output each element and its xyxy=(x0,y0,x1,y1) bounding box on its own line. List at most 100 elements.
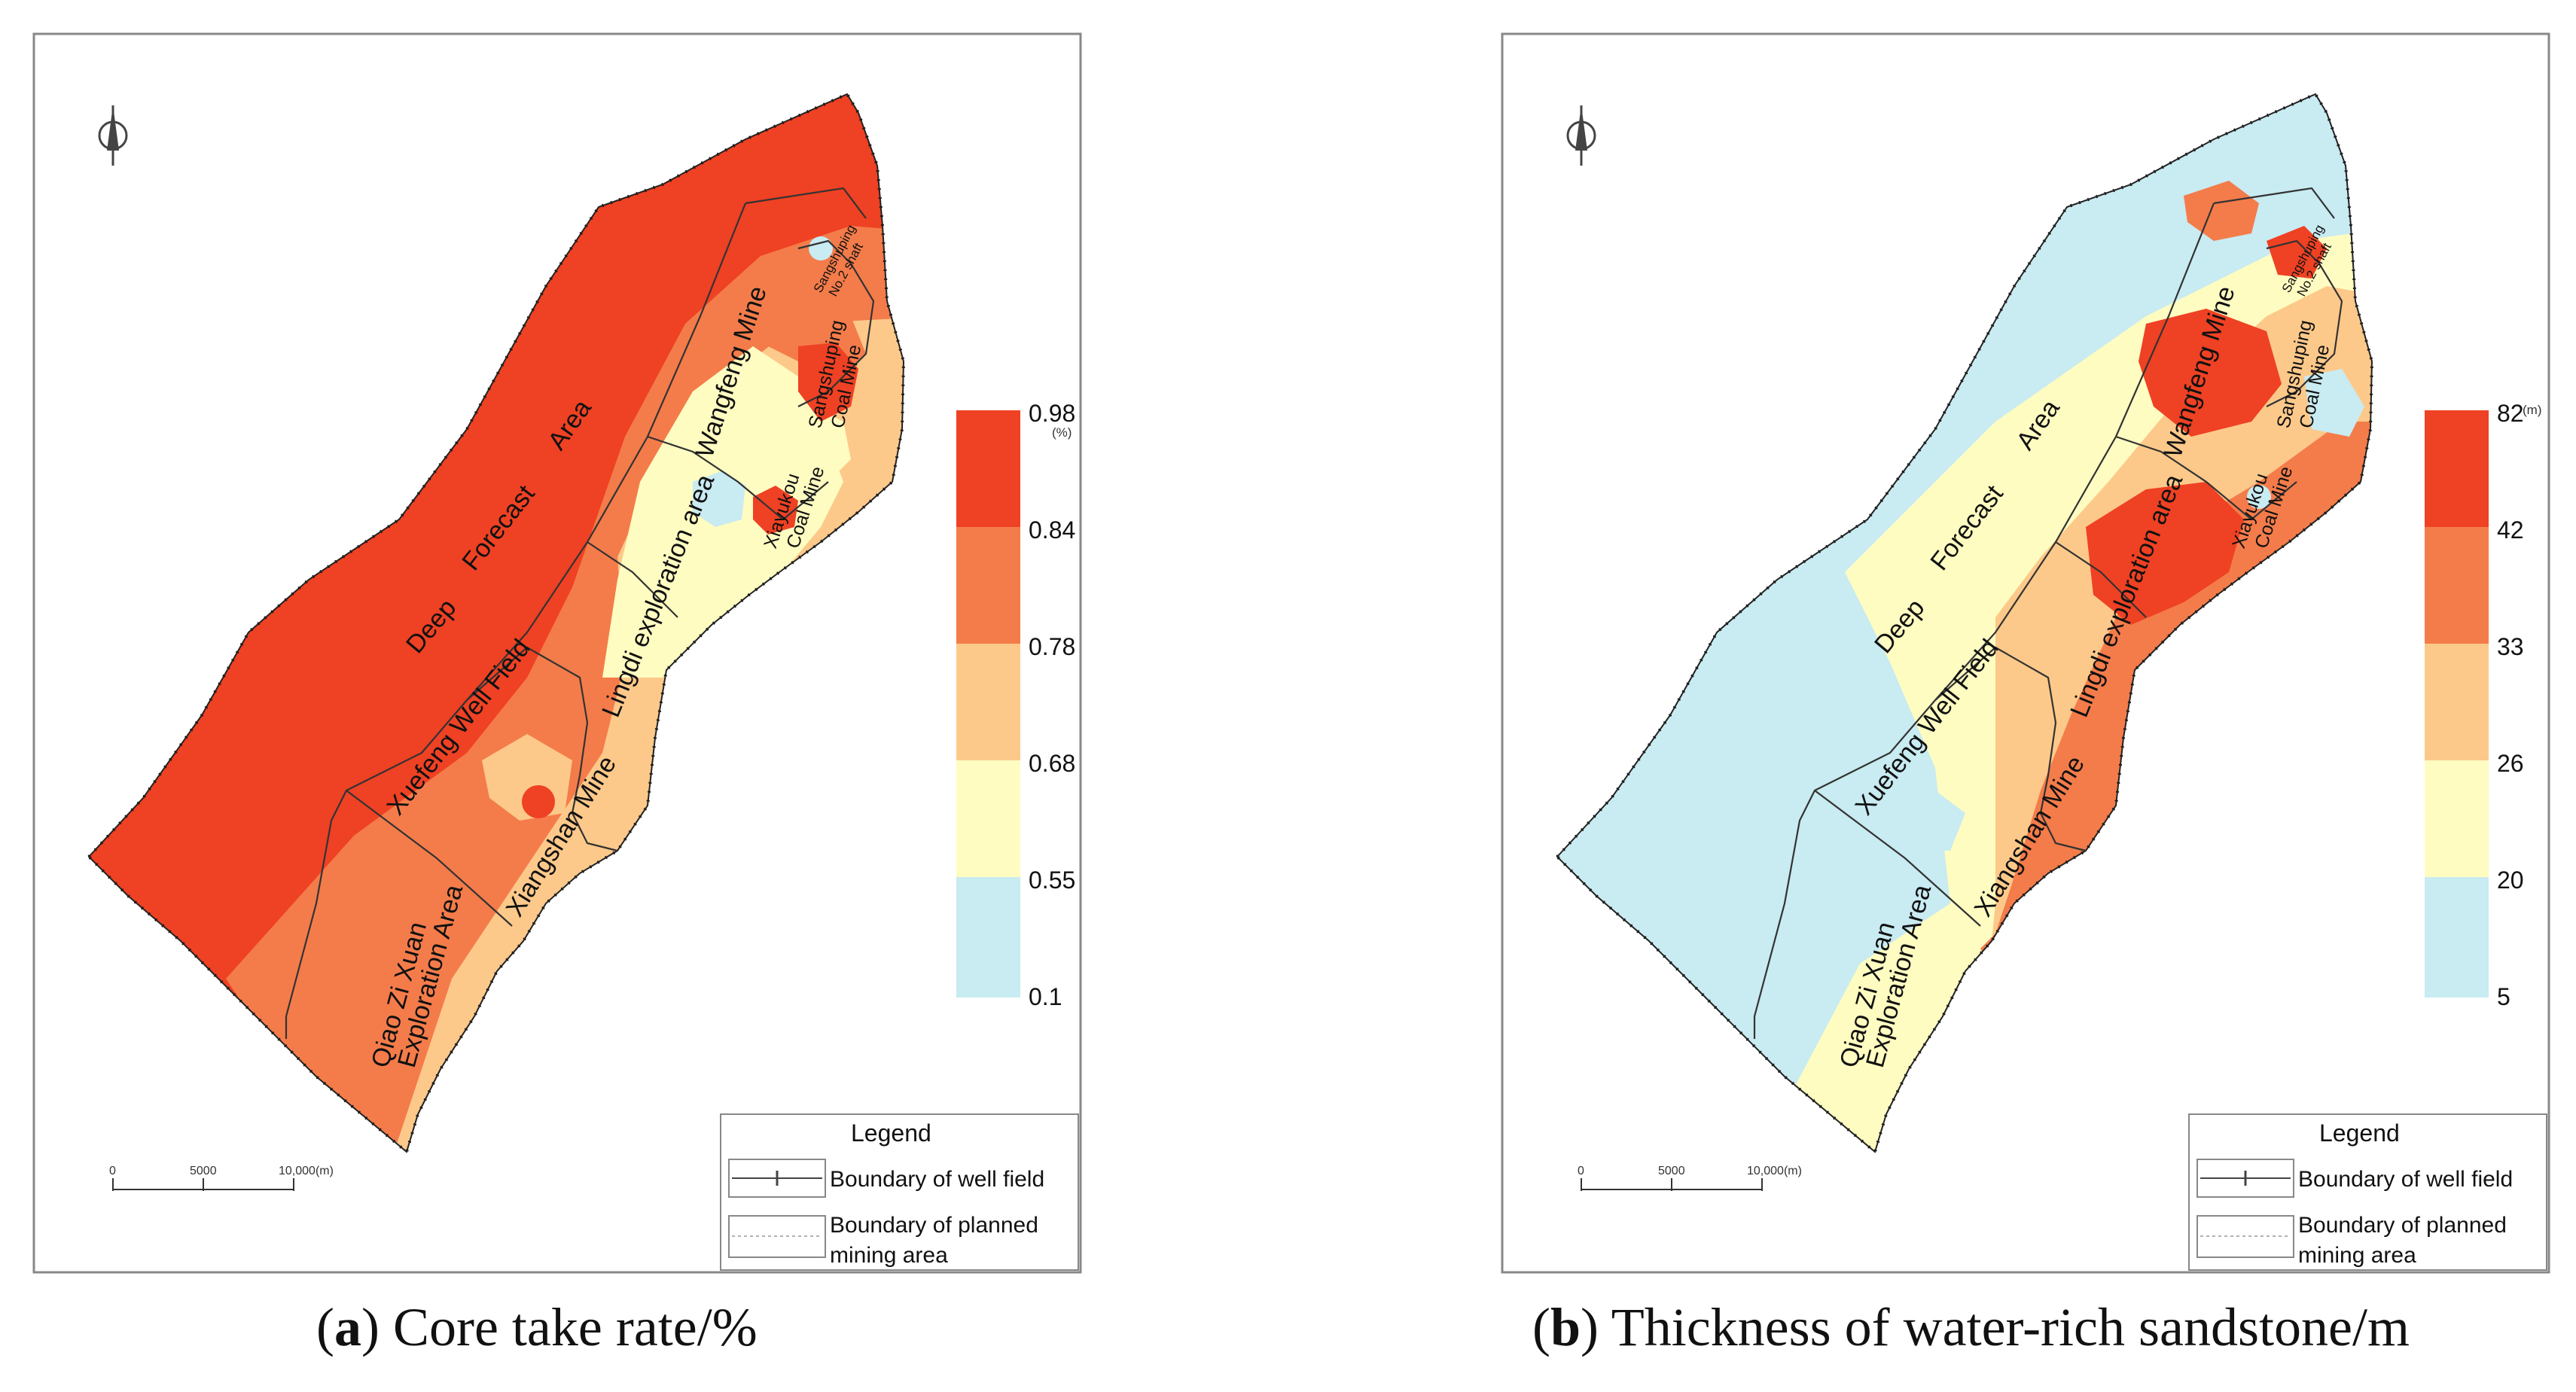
map-shape xyxy=(2213,187,2335,219)
map-shape xyxy=(1753,699,1936,1039)
legend-item-mining-area-1: Boundary of planned xyxy=(830,1213,1038,1238)
class-0.98-c xyxy=(753,486,798,535)
legend-box: Legend Boundary of well field Boundary o… xyxy=(720,1113,1079,1271)
well-field-boundaries xyxy=(285,187,875,1039)
legend-value: 0.84 xyxy=(1029,516,1075,544)
map-shape xyxy=(1814,790,1981,927)
legend-value: 5 xyxy=(2497,983,2510,1010)
class-42-82-c xyxy=(2267,226,2327,279)
class-5-20-c xyxy=(1898,790,1965,851)
map-shape xyxy=(728,1215,826,1258)
map-shape xyxy=(1934,203,2215,701)
legend-value: 42 xyxy=(2497,516,2524,544)
map-shape xyxy=(1575,105,1587,151)
outer-boundary-line xyxy=(1556,93,2373,1153)
panel-b-sandstone-thickness: Deep Forecast Area Xuefeng Well Field Li… xyxy=(1501,32,2550,1274)
caption-text: ) Thickness of water-rich sandstone/m xyxy=(1581,1297,2410,1357)
map-shape xyxy=(2196,1159,2294,1198)
map-shape: 82 42 33 26 20 5 xyxy=(2497,400,2524,1010)
legend-value: 82 xyxy=(2497,400,2524,427)
class-0.55-b xyxy=(809,236,833,260)
caption-letter: a xyxy=(334,1297,361,1357)
legend-unit: (%) xyxy=(1052,425,1072,440)
legend-title: Legend xyxy=(2319,1119,2400,1147)
map-shape xyxy=(720,1113,1079,1271)
boundary-deep-east xyxy=(466,203,747,701)
legend-swatch-3 xyxy=(2425,644,2489,760)
boundary-lingdi-south xyxy=(587,541,678,618)
scale-label: 10,000(m) xyxy=(279,1165,334,1177)
class-42-82-a xyxy=(2086,482,2244,625)
color-legend: 82 42 33 26 20 5 (m) xyxy=(2425,400,2541,1010)
legend-item-well-field: Boundary of well field xyxy=(830,1167,1044,1192)
legend-swatch-4 xyxy=(956,760,1020,877)
boundary-lingdi xyxy=(647,435,829,521)
map-shape xyxy=(2115,435,2297,521)
boundary-north xyxy=(745,187,867,219)
legend-swatch-1 xyxy=(2425,410,2489,527)
class-0.98-d xyxy=(522,785,555,818)
legend-swatch-2 xyxy=(956,527,1020,644)
map-shape xyxy=(2188,1113,2547,1271)
legend-swatch-5 xyxy=(2425,877,2489,998)
caption-open: ( xyxy=(1532,1297,1550,1357)
well-field-boundaries xyxy=(1753,187,2343,1039)
boundary-sangshuping xyxy=(797,239,875,407)
scale-bar: 0 5000 10,000(m) xyxy=(109,1165,334,1191)
class-0.68-b xyxy=(783,407,851,482)
class-0.98-b xyxy=(798,343,858,422)
panel-a-core-take-rate: Deep Forecast Area Xuefeng Well Field Li… xyxy=(32,32,1082,1274)
scale-label: 10,000(m) xyxy=(1747,1165,1802,1177)
north-arrow xyxy=(98,105,128,166)
legend-value: 33 xyxy=(2497,633,2524,660)
color-legend: 0.98 0.84 0.78 0.68 0.55 0.1 (%) xyxy=(956,400,1075,1010)
north-arrow xyxy=(1566,105,1596,166)
legend-box: Legend Boundary of well field Boundary o… xyxy=(2188,1113,2547,1271)
map-shape xyxy=(107,105,119,151)
scale-label: 5000 xyxy=(190,1165,217,1177)
legend-item-mining-area-2: mining area xyxy=(2298,1243,2416,1268)
legend-item-well-field: Boundary of well field xyxy=(2298,1167,2513,1192)
scale-label: 5000 xyxy=(1658,1165,1685,1177)
legend-item-mining-area-1: Boundary of planned xyxy=(2298,1213,2507,1238)
map-shape xyxy=(2196,1215,2294,1258)
legend-value: 0.98 xyxy=(1029,400,1075,427)
legend-swatch-4 xyxy=(2425,760,2489,877)
scale-bar: 0 5000 10,000(m) xyxy=(1578,1165,1802,1191)
boundary-xuefeng-west xyxy=(285,699,468,1039)
legend-value: 0.55 xyxy=(1029,867,1075,894)
outer-boundary-line xyxy=(87,93,905,1153)
map-shape xyxy=(728,1159,826,1198)
legend-unit: (m) xyxy=(2523,403,2541,417)
caption-b: (b) Thickness of water-rich sandstone/m xyxy=(1532,1296,2410,1359)
class-42-82-b xyxy=(2139,309,2282,437)
legend-value: 20 xyxy=(2497,867,2524,894)
map-shape xyxy=(2055,541,2147,618)
class-5-20-b xyxy=(2304,369,2364,437)
caption-letter: b xyxy=(1550,1297,1581,1357)
class-5-20-d xyxy=(2247,485,2271,509)
scale-label: 0 xyxy=(109,1165,116,1177)
legend-swatch-3 xyxy=(956,644,1020,760)
legend-swatch-5 xyxy=(956,877,1020,998)
legend-swatch-1 xyxy=(956,410,1020,527)
map-shape: 0.98 0.84 0.78 0.68 0.55 0.1 xyxy=(1029,400,1075,1010)
map-shape xyxy=(1934,646,2087,852)
legend-value: 0.68 xyxy=(1029,750,1075,777)
legend-value: 26 xyxy=(2497,750,2524,777)
boundary-qiao xyxy=(346,790,513,927)
caption-text: ) Core take rate/% xyxy=(361,1297,758,1357)
legend-title: Legend xyxy=(851,1119,931,1147)
map-shape xyxy=(2266,239,2343,407)
caption-a: (a) Core take rate/% xyxy=(316,1296,758,1359)
legend-swatch-2 xyxy=(2425,527,2489,644)
boundary-xuefeng-east xyxy=(466,646,618,852)
class-33-42-b xyxy=(2184,181,2259,241)
scale-label: 0 xyxy=(1578,1165,1584,1177)
legend-value: 0.1 xyxy=(1029,983,1062,1010)
legend-value: 0.78 xyxy=(1029,633,1075,660)
class-0.55 xyxy=(693,471,745,527)
caption-open: ( xyxy=(316,1297,334,1357)
legend-item-mining-area-2: mining area xyxy=(830,1243,948,1268)
